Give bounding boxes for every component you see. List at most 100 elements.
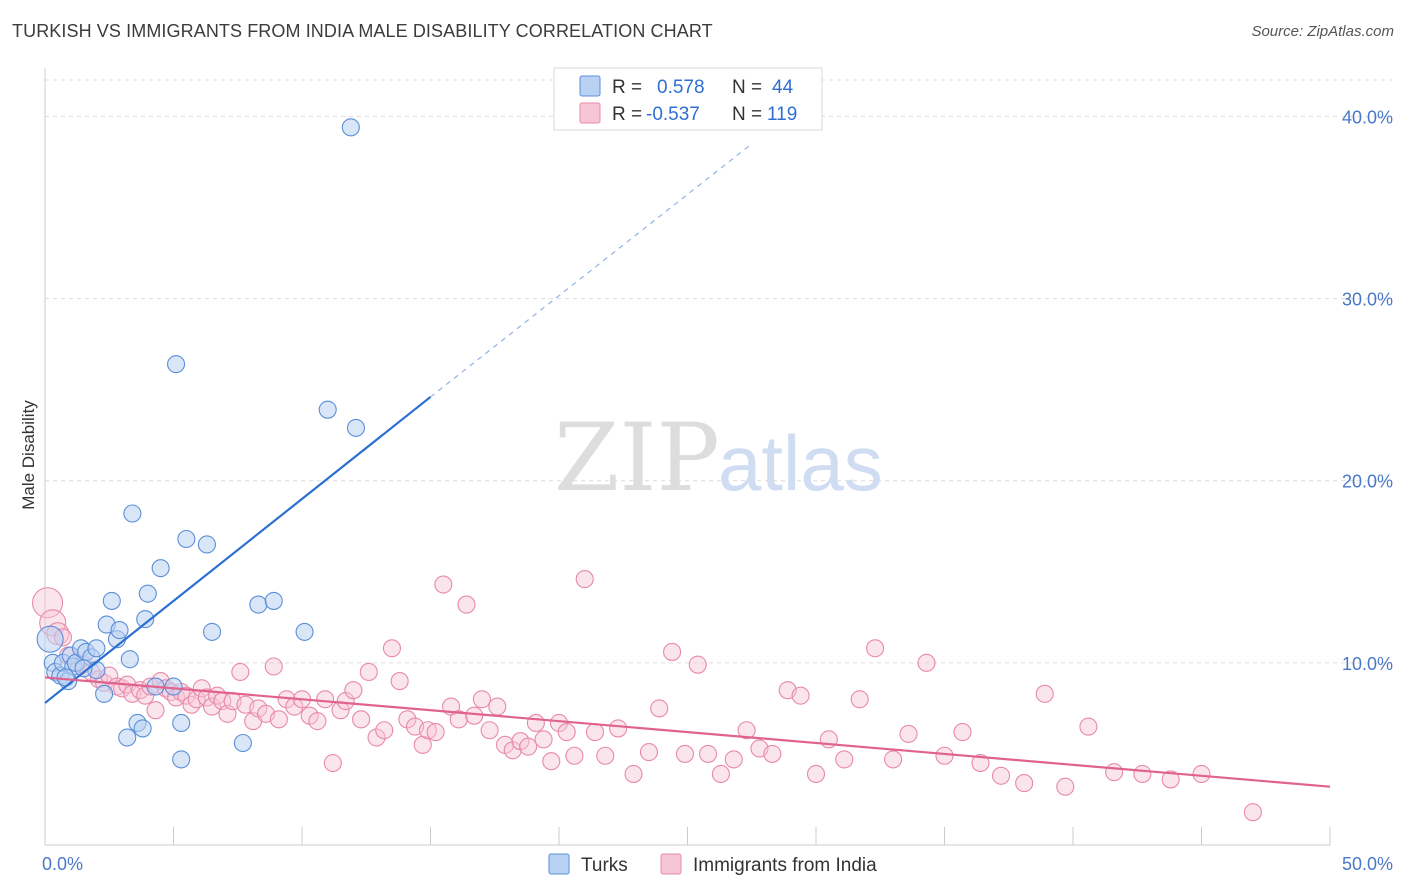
tick-labels: 10.0% 20.0% 30.0% 40.0% 0.0% 50.0% xyxy=(42,107,1393,874)
india-point xyxy=(534,730,553,749)
turks-point xyxy=(151,559,170,578)
legend-r-label-india: R = xyxy=(612,104,642,125)
legend-box: R = 0.578 N = 44 R = -0.537 N = 119 xyxy=(553,67,823,131)
india-point xyxy=(575,570,594,589)
watermark-zip: ZIP xyxy=(554,404,720,513)
india-point xyxy=(465,706,484,725)
turks-point xyxy=(318,400,337,419)
india-point xyxy=(935,746,954,765)
india-point xyxy=(375,721,394,740)
india-point xyxy=(488,697,507,716)
india-point xyxy=(146,701,165,720)
turks-point xyxy=(74,659,93,678)
legend-r-label-turks: R = xyxy=(612,77,642,98)
axes-layer xyxy=(44,68,1331,846)
india-point xyxy=(585,723,605,742)
legend-n-value-turks: 44 xyxy=(772,77,794,98)
bottom-legend: Turks Immigrants from India xyxy=(548,853,877,876)
turks-point xyxy=(341,118,360,137)
india-point xyxy=(596,746,615,765)
india-point xyxy=(182,695,201,714)
turks-point xyxy=(87,639,106,658)
turks-point xyxy=(133,719,152,738)
india-point xyxy=(850,690,869,709)
india-point xyxy=(264,657,283,676)
india-point xyxy=(699,744,718,763)
y-axis-label: Male Disability xyxy=(19,400,38,510)
trend-lines xyxy=(44,143,1331,788)
india-point xyxy=(724,750,743,769)
india-point xyxy=(323,753,342,773)
y-tick-label: 40.0% xyxy=(1342,107,1393,127)
series-india-points xyxy=(32,570,1262,822)
india-point xyxy=(1243,803,1262,822)
india-point xyxy=(398,710,417,729)
turks-point xyxy=(102,591,121,610)
turks-point xyxy=(295,622,314,641)
turks-point xyxy=(138,584,157,603)
india-point xyxy=(675,744,694,763)
turks-point xyxy=(172,713,191,733)
legend-r-value-india: -0.537 xyxy=(646,104,700,125)
india-point xyxy=(352,710,371,729)
india-point xyxy=(344,681,363,700)
legend-swatch-india xyxy=(579,102,601,124)
india-point xyxy=(308,712,327,731)
india-point xyxy=(806,764,826,784)
source-credit: Source: ZipAtlas.com xyxy=(1251,23,1394,40)
india-point xyxy=(1192,764,1211,784)
india-point xyxy=(609,719,628,738)
india-point xyxy=(884,750,903,769)
india-point xyxy=(434,575,453,594)
india-point xyxy=(1079,717,1098,736)
india-point xyxy=(316,690,335,709)
india-point xyxy=(763,744,782,763)
india-point xyxy=(624,764,643,784)
legend-n-label-turks: N = xyxy=(732,77,762,98)
turks-point xyxy=(233,733,252,753)
turks-point xyxy=(346,418,366,437)
grid-layer xyxy=(45,79,1392,664)
india-point xyxy=(953,723,972,742)
turks-point xyxy=(167,355,186,374)
india-point xyxy=(899,724,918,743)
india-point xyxy=(503,741,522,760)
bottom-legend-label-india: Immigrants from India xyxy=(693,855,877,876)
india-point xyxy=(1015,774,1034,793)
india-point xyxy=(1105,763,1124,782)
y-tick-label: 20.0% xyxy=(1342,472,1393,492)
india-point xyxy=(269,710,288,729)
india-point xyxy=(231,662,250,682)
turks-point xyxy=(197,535,216,554)
turks-point xyxy=(95,684,114,703)
india-point xyxy=(835,750,854,769)
turks-trend-line xyxy=(44,396,432,704)
india-point xyxy=(1056,777,1075,796)
india-point xyxy=(472,690,491,709)
bottom-legend-swatch-turks xyxy=(548,853,570,875)
india-point xyxy=(688,655,707,674)
india-point xyxy=(542,752,561,771)
india-point xyxy=(418,721,437,740)
turks-trend-extension xyxy=(430,143,753,398)
turks-point xyxy=(136,610,155,629)
turks-point xyxy=(177,529,196,549)
y-tick-label: 10.0% xyxy=(1342,654,1393,674)
bottom-legend-swatch-india xyxy=(660,853,682,875)
legend-n-value-india: 119 xyxy=(767,104,797,125)
india-point xyxy=(557,723,576,742)
india-point xyxy=(480,721,499,740)
india-point xyxy=(991,766,1011,785)
legend-swatch-turks xyxy=(579,75,601,97)
india-point xyxy=(866,639,885,658)
chart-title: TURKISH VS IMMIGRANTS FROM INDIA MALE DI… xyxy=(12,21,713,41)
india-point xyxy=(203,697,222,716)
india-point xyxy=(457,595,476,614)
india-point xyxy=(359,662,378,682)
india-point xyxy=(791,686,810,705)
india-point xyxy=(192,679,211,698)
india-point xyxy=(449,710,468,729)
y-tick-label: 30.0% xyxy=(1342,290,1393,310)
india-point xyxy=(971,753,990,773)
india-point xyxy=(177,686,196,705)
